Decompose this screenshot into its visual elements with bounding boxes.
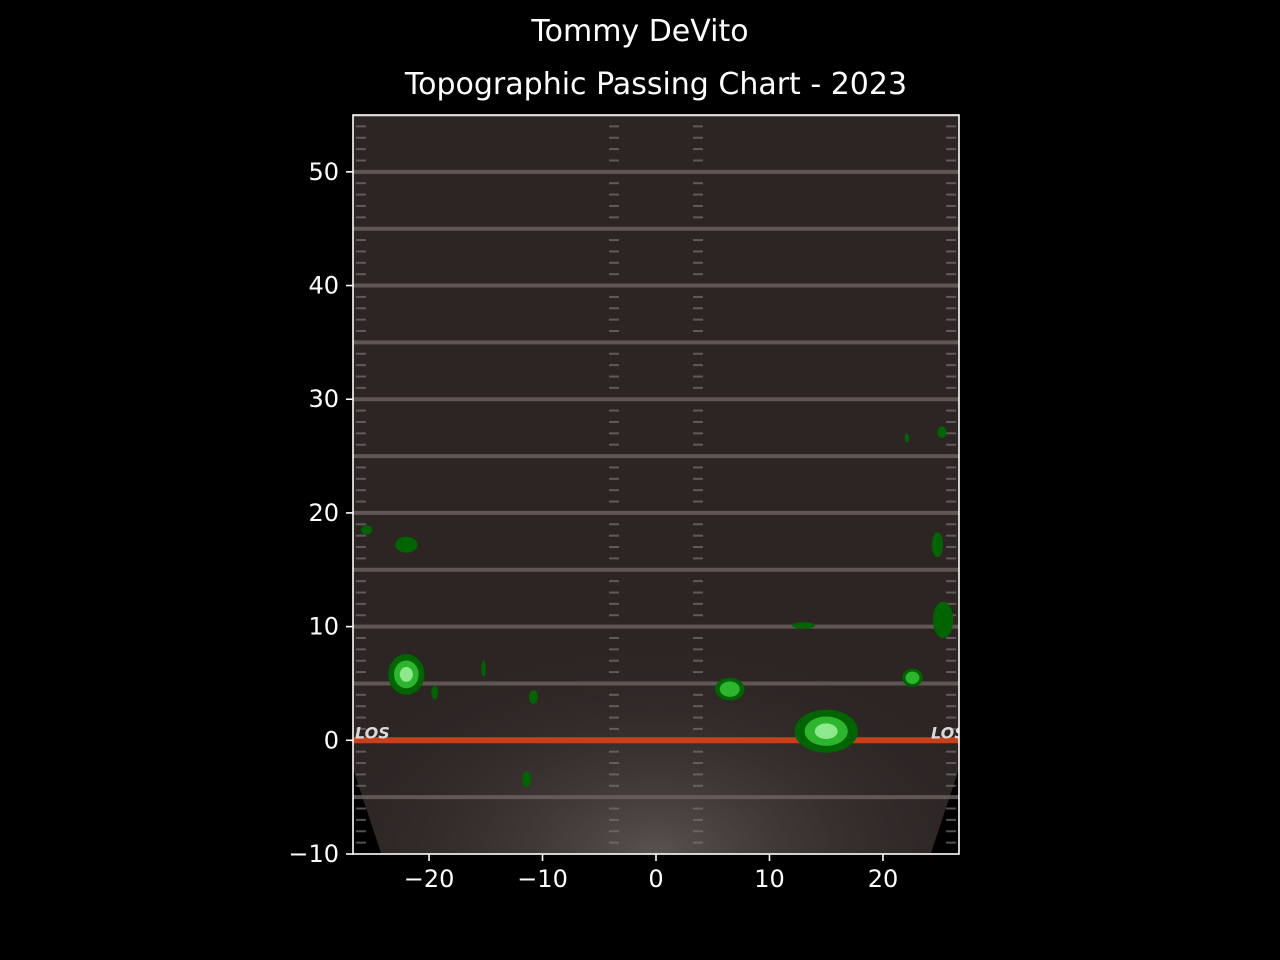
contour-level-1 xyxy=(481,660,486,677)
density-cluster-medium-right xyxy=(792,622,815,629)
contour-level-1 xyxy=(528,690,538,704)
contour-level-1 xyxy=(360,525,373,535)
field-background: LOS LOS xyxy=(353,115,966,854)
chart-title: Topographic Passing Chart - 2023 xyxy=(404,67,908,102)
density-cluster-short-right-1 xyxy=(715,677,745,701)
figure-suptitle: Tommy DeVito xyxy=(531,14,749,49)
y-tick-label: 0 xyxy=(324,726,339,754)
density-cluster-los-right-main xyxy=(794,709,858,753)
y-tick-label: 20 xyxy=(308,499,339,527)
x-tick-label: 0 xyxy=(648,865,663,893)
density-cluster-short-middle-left xyxy=(528,690,538,704)
los-label-right: LOS xyxy=(931,723,966,742)
y-tick-label: −10 xyxy=(288,840,339,868)
field-corner-right xyxy=(930,768,959,854)
contour-level-1 xyxy=(522,771,532,787)
y-tick-label: 40 xyxy=(308,272,339,300)
field-glow xyxy=(353,484,959,854)
contour-level-1 xyxy=(937,426,947,438)
density-cluster-medium-right-sideline xyxy=(932,601,954,638)
contour-level-2 xyxy=(905,671,920,684)
contour-level-1 xyxy=(792,622,815,629)
density-cluster-deep-left-2 xyxy=(360,525,373,535)
contour-level-3 xyxy=(399,666,413,682)
contour-level-1 xyxy=(394,536,418,553)
y-tick-label: 30 xyxy=(308,385,339,413)
contour-layer xyxy=(360,426,954,787)
field-corner-left xyxy=(353,768,382,854)
density-cluster-behind-los xyxy=(522,771,532,787)
y-tick-label: 50 xyxy=(308,158,339,186)
x-tick-label: 20 xyxy=(868,865,899,893)
contour-level-1 xyxy=(904,433,910,443)
density-cluster-short-right-2 xyxy=(902,668,923,687)
density-cluster-short-left-2 xyxy=(431,685,439,700)
density-cluster-deep-right-sideline xyxy=(931,532,944,558)
y-tick-label: 10 xyxy=(308,613,339,641)
density-cluster-deep-left-1 xyxy=(394,536,418,553)
contour-level-1 xyxy=(932,601,954,638)
contour-level-2 xyxy=(719,681,740,697)
density-cluster-deep-right-2 xyxy=(937,426,947,438)
axes: −20 −10 0 10 20 −10 0 10 20 30 40 50 xyxy=(288,158,898,893)
density-cluster-short-left-3 xyxy=(481,660,486,677)
contour-level-1 xyxy=(431,685,439,700)
contour-level-3 xyxy=(814,723,838,739)
x-tick-label: 10 xyxy=(754,865,785,893)
x-tick-label: −10 xyxy=(517,865,568,893)
los-label-left: LOS xyxy=(355,723,390,742)
density-cluster-deep-right-1 xyxy=(904,433,910,443)
x-tick-label: −20 xyxy=(404,865,455,893)
contour-level-1 xyxy=(931,532,944,558)
density-cluster-short-left-main xyxy=(388,653,425,695)
